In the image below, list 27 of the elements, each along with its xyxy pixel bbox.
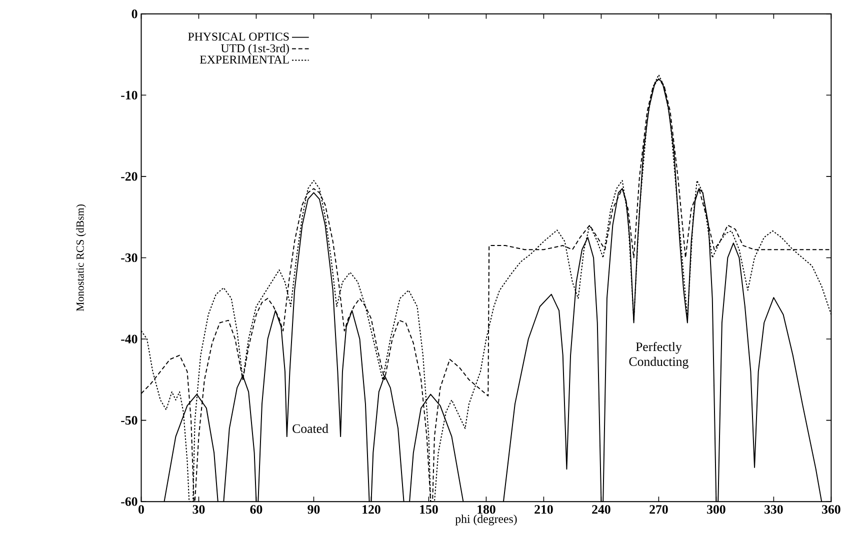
- y-tick-label: -20: [121, 172, 138, 181]
- x-tick-label: 180: [478, 505, 496, 514]
- x-tick-label: 360: [822, 505, 840, 514]
- x-tick-label: 30: [192, 505, 205, 514]
- x-tick-label: 300: [707, 505, 726, 514]
- x-tick-label: 270: [650, 505, 668, 514]
- y-axis-title: Monostatic RCS (dBsm): [76, 204, 86, 312]
- y-tick-label: 0: [132, 9, 138, 18]
- legend-label: EXPERIMENTAL: [200, 56, 289, 64]
- x-tick-label: 60: [250, 505, 262, 514]
- x-tick-label: 120: [362, 505, 380, 514]
- legend-label: PHYSICAL OPTICS: [188, 32, 289, 41]
- y-tick-label: -10: [121, 90, 138, 100]
- legend-label: UTD (1st-3rd): [220, 44, 289, 55]
- x-axis-title: phi (degrees): [455, 514, 517, 526]
- y-tick-label: -30: [121, 253, 138, 262]
- x-tick-label: 90: [308, 505, 320, 514]
- annotation: Perfectly Conducting: [629, 342, 688, 369]
- y-tick-label: -50: [121, 416, 138, 425]
- y-tick-label: -40: [121, 334, 138, 344]
- x-tick-label: 150: [420, 505, 438, 514]
- x-tick-label: 330: [764, 505, 783, 514]
- x-tick-label: 240: [592, 505, 610, 514]
- y-tick-label: -60: [121, 497, 138, 506]
- x-tick-label: 210: [534, 505, 553, 514]
- annotation: Coated: [292, 424, 328, 433]
- x-tick-label: 0: [138, 505, 144, 514]
